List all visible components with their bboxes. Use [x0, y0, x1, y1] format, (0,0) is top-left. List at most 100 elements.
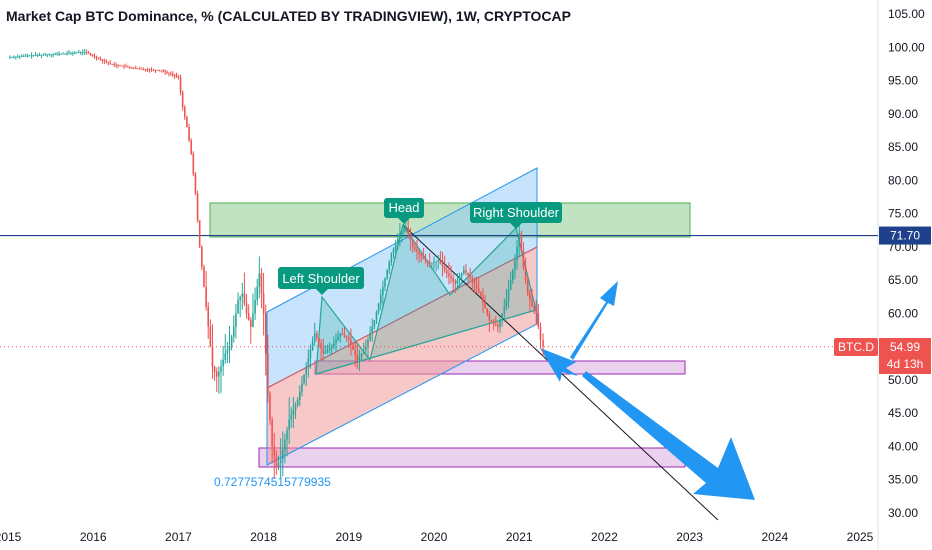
candle-body [173, 74, 176, 76]
y-tick-label: 65.00 [888, 273, 918, 287]
candle-body [281, 449, 284, 460]
candle-body [286, 429, 288, 440]
candle-body [58, 53, 60, 55]
candle-body [392, 248, 395, 254]
y-tick-label: 30.00 [888, 506, 918, 520]
label-left-shoulder[interactable]: Left Shoulder [278, 267, 364, 295]
label-right-shoulder-text: Right Shoulder [473, 205, 560, 220]
candle-body [490, 320, 493, 322]
candle-body [83, 51, 86, 53]
candle-body [183, 107, 186, 118]
channel-midline [266, 246, 538, 389]
candle-body [213, 366, 216, 372]
arrow-up-icon[interactable] [570, 281, 618, 360]
symbol-badge: BTC.D [834, 338, 878, 356]
candle-body [239, 296, 241, 301]
candle-body [186, 117, 188, 128]
candle-body [307, 358, 310, 367]
candle-body [103, 60, 106, 62]
candle-body [79, 52, 82, 54]
candle-body [56, 54, 58, 55]
candle-body [20, 56, 23, 57]
candle-body [107, 62, 110, 63]
candle-body [401, 231, 403, 234]
candle-body [390, 253, 393, 262]
candle-body [264, 313, 267, 354]
candle-body [218, 371, 220, 377]
candle-body [15, 56, 17, 58]
candle-body [269, 393, 271, 420]
candle-body [196, 193, 199, 221]
candle-body [407, 226, 409, 234]
x-tick-label: 2017 [165, 530, 192, 544]
arrow-bounce-icon[interactable] [540, 348, 578, 382]
candle-body [48, 54, 51, 56]
candle-body [40, 54, 43, 56]
time-axis: 2015 2016 2017 2018 2019 2020 2021 2022 2023 2024… [0, 530, 874, 544]
candle-body [160, 70, 163, 72]
candle-body [131, 67, 133, 69]
candle-body [326, 349, 329, 352]
candle-body [77, 52, 80, 54]
candle-body [431, 262, 433, 264]
candle-body [324, 351, 327, 354]
candle-body [154, 69, 157, 71]
candle-body [91, 54, 94, 56]
candle-body [480, 292, 482, 297]
candle-body [501, 313, 503, 321]
label-head[interactable]: Head [384, 198, 424, 224]
candle-body [26, 55, 29, 57]
candle-body [365, 346, 367, 350]
candle-body [271, 419, 273, 447]
candle-body [311, 341, 314, 350]
candle-body [11, 56, 13, 58]
candle-body [465, 270, 467, 273]
candle-body [445, 270, 448, 274]
candle-body [452, 278, 454, 281]
x-tick-label: 2015 [0, 530, 22, 544]
candle-body [158, 70, 161, 72]
y-tick-label: 80.00 [888, 173, 918, 187]
candle-body [301, 383, 303, 392]
candle-body [101, 59, 104, 61]
arrow-down-icon[interactable] [582, 371, 755, 500]
candle-body [113, 64, 115, 66]
candle-body [277, 463, 280, 467]
drawings-layer[interactable] [0, 167, 878, 521]
candle-body [296, 399, 299, 405]
head-shoulders-pattern[interactable] [315, 223, 537, 375]
label-left-shoulder-text: Left Shoulder [282, 271, 360, 286]
candle-body [441, 263, 444, 267]
candle-body [350, 340, 352, 346]
candle-body [247, 313, 250, 321]
candle-body [156, 70, 159, 71]
candle-body [318, 338, 320, 344]
candle-body [379, 295, 382, 304]
candle-body [28, 55, 31, 57]
candle-body [254, 300, 256, 314]
candle-body [348, 338, 350, 341]
candle-body [162, 70, 165, 72]
candle-body [133, 67, 135, 69]
candle-body [13, 56, 15, 58]
candle-body [533, 306, 535, 311]
candle-body [222, 359, 224, 367]
candle-body [494, 323, 497, 326]
candle-body [531, 300, 533, 307]
candle-body [152, 69, 155, 71]
candle-body [475, 284, 478, 289]
support-zone-lower[interactable] [258, 447, 686, 468]
candle-body [135, 68, 137, 69]
candle-body [121, 65, 123, 67]
candle-body [192, 153, 195, 174]
candle-body [93, 55, 96, 57]
label-right-shoulder[interactable]: Right Shoulder [470, 202, 562, 229]
candle-body [38, 54, 41, 56]
candle-body [384, 278, 386, 287]
chart-title: Market Cap BTC Dominance, % (CALCULATED … [6, 8, 571, 24]
candle-body [428, 261, 431, 264]
candle-body [362, 349, 365, 354]
candle-body [386, 270, 388, 279]
